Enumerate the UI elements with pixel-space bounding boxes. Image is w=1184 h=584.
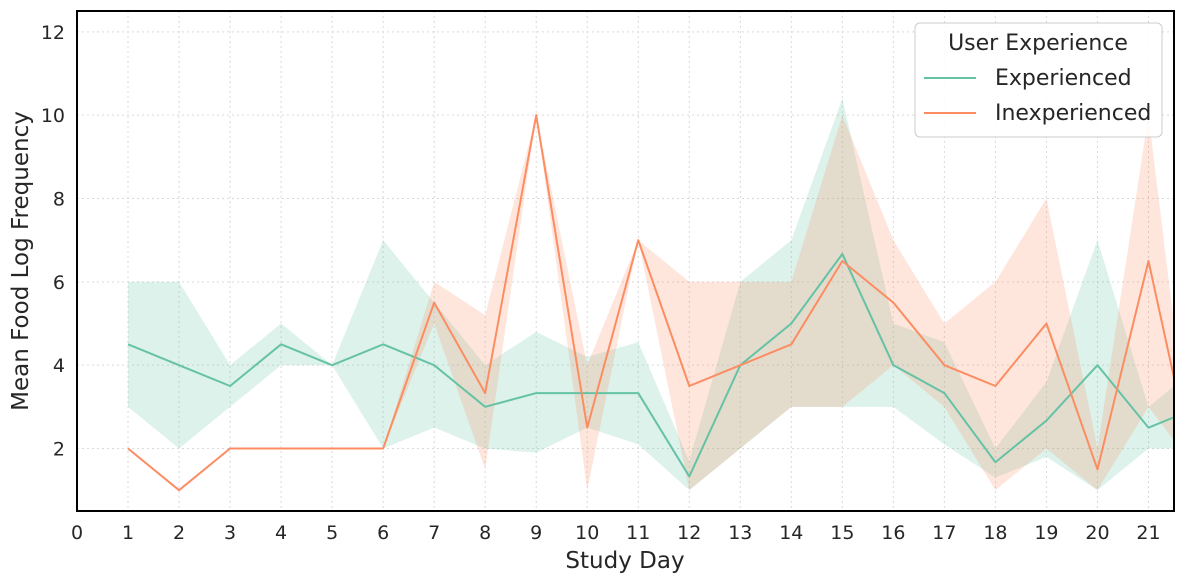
legend-title: User Experience [948, 31, 1128, 56]
x-tick-label: 14 [779, 522, 803, 544]
x-tick-label: 8 [479, 522, 491, 544]
x-tick-label: 13 [728, 522, 752, 544]
x-tick-label: 7 [428, 522, 440, 544]
y-tick-label: 10 [41, 105, 65, 127]
x-tick-label: 0 [71, 522, 83, 544]
x-tick-label: 10 [575, 522, 599, 544]
legend-label-inexperienced: Inexperienced [995, 101, 1151, 126]
series-line-inexperienced [127, 114, 1175, 492]
legend-label-experienced: Experienced [995, 66, 1132, 91]
x-tick-label: 18 [983, 522, 1007, 544]
series-lines [127, 114, 1175, 492]
y-axis-ticks: 2 4 6 8 10 12 [41, 22, 65, 461]
y-tick-label: 6 [53, 272, 65, 294]
y-tick-label: 12 [41, 22, 65, 44]
y-tick-label: 4 [53, 355, 65, 377]
x-tick-label: 21 [1136, 522, 1160, 544]
x-tick-label: 15 [830, 522, 854, 544]
x-tick-label: 16 [881, 522, 905, 544]
x-tick-label: 20 [1085, 522, 1109, 544]
ci-band-experienced [128, 98, 1175, 491]
x-tick-label: 2 [173, 522, 185, 544]
plot-frame [76, 10, 1175, 512]
confidence-bands [128, 98, 1175, 491]
y-axis-label: Mean Food Log Frequency [8, 111, 34, 411]
y-tick-label: 2 [53, 439, 65, 461]
x-tick-label: 6 [377, 522, 389, 544]
x-tick-label: 12 [677, 522, 701, 544]
x-tick-label: 4 [275, 522, 287, 544]
x-axis-ticks: 0 1 2 3 4 5 6 7 8 9 10 11 12 13 14 15 16 17 18 19 20 21 [71, 522, 1161, 544]
ci-band-inexperienced [128, 115, 1175, 491]
y-tick-label: 8 [53, 189, 65, 211]
legend: User Experience Experienced Inexperience… [914, 22, 1163, 138]
x-axis-label: Study Day [565, 548, 684, 574]
x-tick-label: 3 [224, 522, 236, 544]
x-tick-label: 17 [932, 522, 956, 544]
series-line-experienced [127, 252, 1175, 478]
x-tick-label: 5 [326, 522, 338, 544]
x-tick-label: 1 [122, 522, 134, 544]
x-tick-label: 9 [530, 522, 542, 544]
x-tick-label: 19 [1034, 522, 1058, 544]
legend-box [914, 22, 1163, 138]
x-tick-label: 11 [626, 522, 650, 544]
